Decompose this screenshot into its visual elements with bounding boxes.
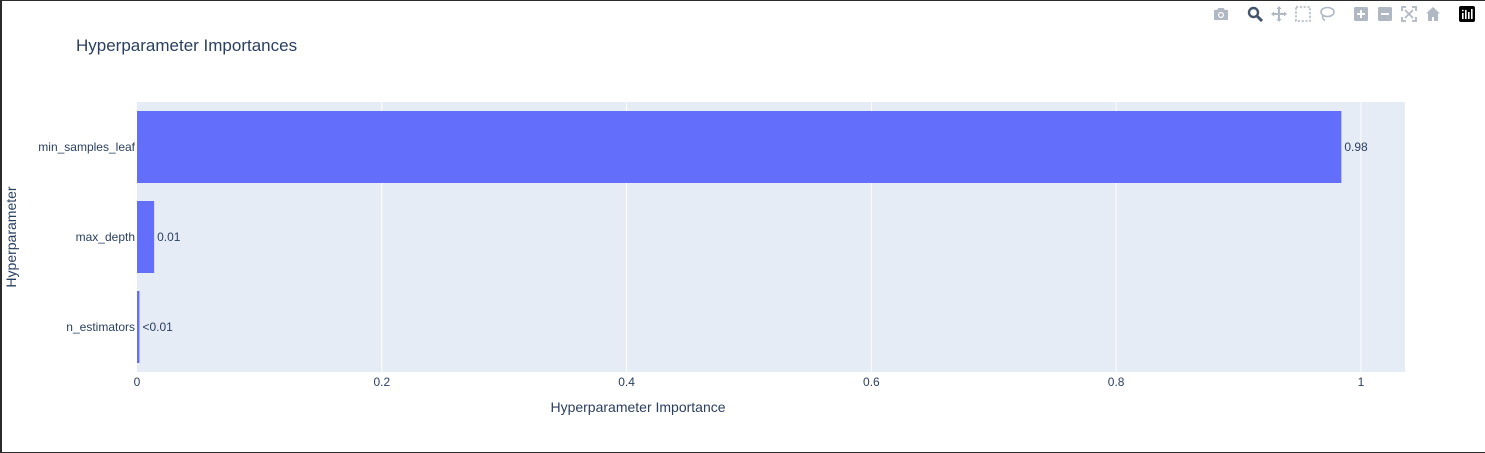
y-tick-label: max_depth [76, 230, 135, 244]
x-tick-label: 0.8 [1108, 375, 1125, 389]
plotly-logo-icon[interactable] [1455, 4, 1479, 24]
lasso-select-icon[interactable] [1315, 4, 1339, 24]
y-axis-title: Hyperparameter [3, 186, 19, 287]
chart-title: Hyperparameter Importances [76, 36, 298, 55]
data-label: 0.98 [1344, 140, 1368, 154]
y-tick-label: n_estimators [66, 320, 135, 334]
bars [137, 111, 1342, 363]
zoom-out-icon[interactable] [1373, 4, 1397, 24]
bar-max_depth [137, 201, 155, 273]
y-tick-labels: n_estimators max_depth min_samples_leaf [38, 140, 135, 334]
data-label: 0.01 [157, 230, 181, 244]
x-tick-label: 0.2 [373, 375, 390, 389]
reset-axes-icon[interactable] [1421, 4, 1445, 24]
camera-icon[interactable] [1209, 4, 1233, 24]
zoom-icon[interactable] [1243, 4, 1267, 24]
y-tick-label: min_samples_leaf [38, 140, 135, 154]
data-label: <0.01 [142, 320, 173, 334]
autoscale-icon[interactable] [1397, 4, 1421, 24]
modebar-group-logo [1455, 4, 1479, 24]
data-labels: <0.01 0.01 0.98 [142, 140, 1368, 334]
x-tick-label: 0.6 [863, 375, 880, 389]
x-tick-label: 1 [1358, 375, 1365, 389]
modebar-group-export [1209, 4, 1233, 24]
zoom-in-icon[interactable] [1349, 4, 1373, 24]
bar-min_samples_leaf [137, 111, 1342, 183]
x-tick-label: 0.4 [618, 375, 635, 389]
bar-n_estimators [137, 291, 140, 363]
pan-icon[interactable] [1267, 4, 1291, 24]
modebar-group-drag [1243, 4, 1339, 24]
x-tick-labels: 0 0.2 0.4 0.6 0.8 1 [134, 375, 1365, 389]
modebar-group-zoom [1349, 4, 1445, 24]
x-axis-title: Hyperparameter Importance [550, 399, 725, 415]
box-select-icon[interactable] [1291, 4, 1315, 24]
x-tick-label: 0 [134, 375, 141, 389]
modebar [1199, 4, 1479, 24]
